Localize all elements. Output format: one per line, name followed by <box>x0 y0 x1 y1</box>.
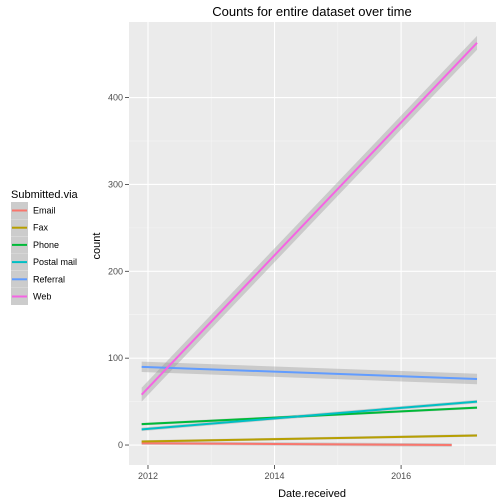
x-tick-label: 2016 <box>391 471 411 481</box>
x-axis-title: Date.received <box>278 488 346 500</box>
plot-panel <box>129 22 496 465</box>
chart-title: Counts for entire dataset over time <box>212 4 411 19</box>
legend-title: Submitted.via <box>11 189 79 201</box>
legend-label: Phone <box>33 240 59 250</box>
series-line <box>141 400 478 431</box>
y-tick-label: 300 <box>108 179 123 189</box>
x-tick-label: 2012 <box>138 471 158 481</box>
legend-label: Web <box>33 292 51 302</box>
series-line <box>141 365 478 381</box>
panel-background <box>129 22 496 465</box>
legend: Submitted.via Email Fax Phone Postal mail Re… <box>11 189 79 305</box>
y-axis-title: count <box>91 233 103 260</box>
legend-label: Fax <box>33 223 49 233</box>
legend-label: Referral <box>33 274 65 284</box>
series-line <box>141 434 478 443</box>
y-tick-label: 200 <box>108 266 123 276</box>
y-tick-label: 400 <box>108 93 123 103</box>
series-line <box>141 442 452 447</box>
series-line <box>140 42 478 396</box>
x-tick-label: 2014 <box>265 471 285 481</box>
legend-label: Postal mail <box>33 257 77 267</box>
legend-label: Email <box>33 206 56 216</box>
y-tick-label: 100 <box>108 353 123 363</box>
y-tick-label: 0 <box>118 440 123 450</box>
